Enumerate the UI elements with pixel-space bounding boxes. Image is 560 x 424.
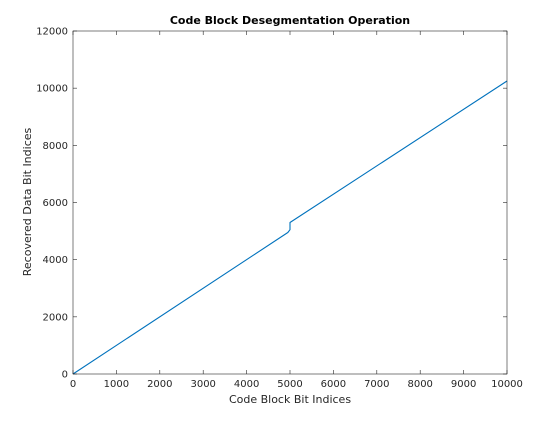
x-tick-label: 0 <box>70 379 76 390</box>
plot-area <box>73 31 507 374</box>
x-tick-label: 9000 <box>451 379 476 390</box>
series-line-1 <box>72 80 508 375</box>
y-tick-label: 2000 <box>43 312 68 323</box>
x-tick-label: 1000 <box>104 379 129 390</box>
x-axis-label: Code Block Bit Indices <box>229 393 351 406</box>
x-tick-label: 2000 <box>147 379 172 390</box>
y-tick-label: 4000 <box>43 255 68 266</box>
x-tick-label: 5000 <box>277 379 302 390</box>
x-ticks: 0 1000 2000 3000 4000 5000 6000 7000 8000 9000 100… <box>70 31 523 390</box>
y-ticks: 0 2000 4000 6000 8000 10000 12000 <box>36 27 507 381</box>
y-tick-label: 0 <box>62 370 68 381</box>
y-tick-label: 8000 <box>43 141 68 152</box>
y-tick-label: 12000 <box>36 27 68 38</box>
x-tick-label: 3000 <box>190 379 215 390</box>
x-tick-label: 7000 <box>364 379 389 390</box>
y-axis-label: Recovered Data Bit Indices <box>21 128 34 277</box>
x-tick-label: 4000 <box>234 379 259 390</box>
x-tick-label: 8000 <box>407 379 432 390</box>
chart-title: Code Block Desegmentation Operation <box>170 14 410 27</box>
x-tick-label: 6000 <box>321 379 346 390</box>
y-tick-label: 6000 <box>43 198 68 209</box>
x-tick-label: 10000 <box>491 379 523 390</box>
y-tick-label: 10000 <box>36 84 68 95</box>
series-layer <box>72 80 508 375</box>
